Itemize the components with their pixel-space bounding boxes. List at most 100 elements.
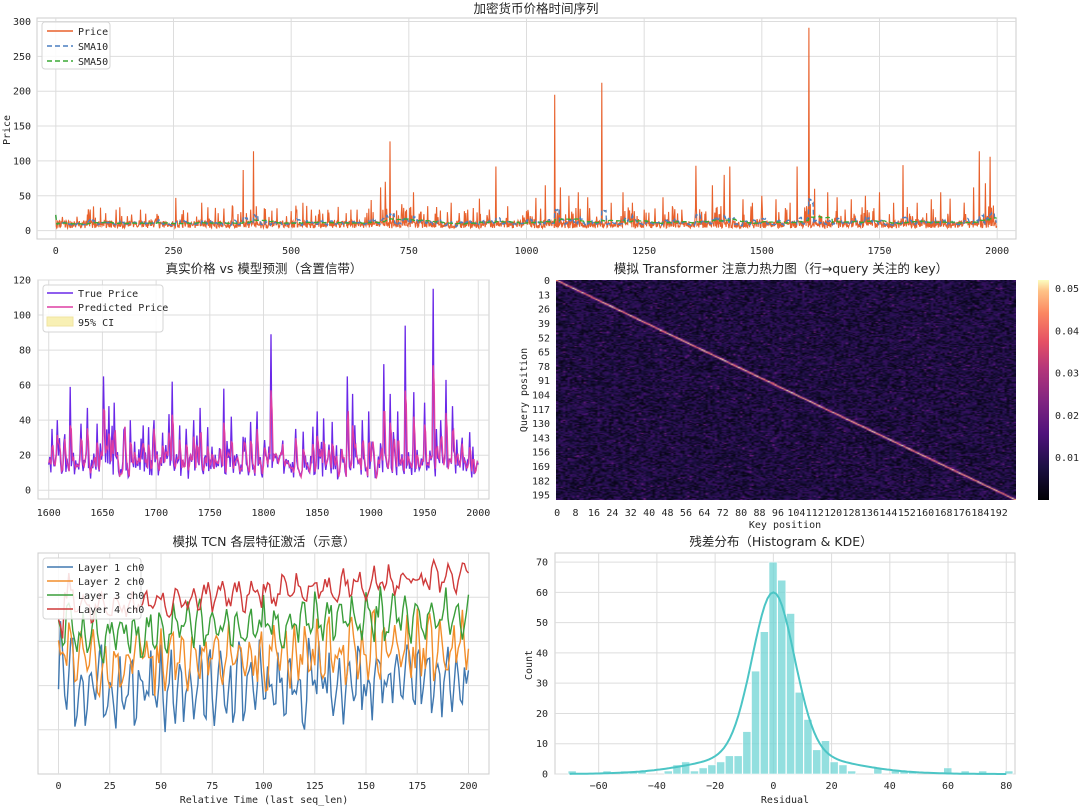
histogram-bar — [724, 755, 734, 775]
price-y-tick: 200 — [13, 87, 31, 98]
residual-x-tick: −40 — [648, 781, 666, 792]
attention-y-tick: 143 — [532, 433, 550, 444]
colorbar-ticks: 0.01 0.02 0.03 0.04 0.05 — [1055, 284, 1079, 464]
prediction-x-tick: 1700 — [144, 508, 168, 519]
price-x-tick: 1000 — [514, 246, 538, 257]
price-chart: 加密货币价格时间序列 Price 0 250 500 750 1000 1250… — [2, 1, 1017, 257]
colorbar-tick: 0.05 — [1055, 284, 1079, 295]
residual-x-tick: 0 — [770, 781, 776, 792]
layer3-legend-label: Layer 3 ch0 — [78, 591, 144, 602]
prediction-x-ticks: 1600 1650 1700 1750 1800 1850 1900 1950 … — [37, 508, 491, 519]
attention-x-tick: 152 — [898, 508, 916, 519]
price-x-tick: 750 — [400, 246, 418, 257]
residual-y-tick: 30 — [536, 679, 548, 690]
tcn-x-ticks: 0 25 50 75 100 125 150 175 200 — [55, 781, 477, 792]
attention-y-tick: 104 — [532, 390, 550, 401]
price-y-tick: 50 — [19, 191, 31, 202]
price-series-line — [55, 27, 998, 231]
residual-x-tick: −60 — [590, 781, 608, 792]
attention-x-tick: 120 — [824, 508, 842, 519]
histogram-bar — [768, 561, 778, 775]
attention-x-tick: 16 — [588, 508, 600, 519]
attention-x-tick: 56 — [680, 508, 692, 519]
attention-y-tick: 117 — [532, 405, 550, 416]
price-x-tick: 250 — [164, 246, 182, 257]
attention-x-label: Key position — [749, 520, 821, 531]
price-y-tick: 100 — [13, 156, 31, 167]
attention-chart-title: 模拟 Transformer 注意力热力图（行→query 关注的 key） — [614, 261, 948, 276]
attention-x-tick: 192 — [990, 508, 1008, 519]
attention-y-tick: 156 — [532, 448, 550, 459]
prediction-x-tick: 1950 — [413, 508, 437, 519]
histogram-bar — [829, 761, 839, 775]
price-y-tick: 250 — [13, 52, 31, 63]
prediction-y-tick: 40 — [19, 416, 31, 427]
tcn-x-tick: 0 — [55, 781, 61, 792]
price-legend: Price SMA10 SMA50 — [41, 21, 111, 70]
residual-bars — [567, 561, 1014, 775]
layer4-legend-label: Layer 4 ch0 — [78, 605, 144, 616]
sma10-legend-label: SMA10 — [78, 42, 108, 53]
attention-x-tick: 24 — [606, 508, 618, 519]
attention-y-tick: 182 — [532, 476, 550, 487]
true-price-legend-label: True Price — [78, 289, 138, 300]
price-y-label: Price — [2, 115, 13, 145]
histogram-bar — [821, 740, 830, 775]
attention-y-tick: 52 — [538, 333, 550, 344]
attention-x-tick: 168 — [935, 508, 953, 519]
price-legend-box — [41, 21, 111, 70]
residual-y-tick: 50 — [536, 618, 548, 629]
residual-x-tick: 20 — [826, 781, 838, 792]
residual-x-tick: −20 — [706, 781, 724, 792]
residual-x-ticks: −60 −40 −20 0 20 40 60 80 — [590, 781, 1013, 792]
tcn-x-tick: 150 — [357, 781, 375, 792]
prediction-x-tick: 1750 — [198, 508, 222, 519]
histogram-bar — [786, 613, 795, 775]
attention-x-tick: 40 — [643, 508, 655, 519]
histogram-bar — [733, 755, 743, 775]
prediction-x-tick: 1800 — [251, 508, 275, 519]
attention-x-tick: 176 — [953, 508, 971, 519]
price-y-ticks: 0 50 100 150 200 250 300 — [13, 17, 31, 237]
colorbar-tick: 0.01 — [1055, 453, 1079, 464]
prediction-legend: True Price Predicted Price 95% CI — [42, 284, 168, 333]
attention-y-tick: 195 — [532, 491, 550, 502]
tcn-x-tick: 25 — [104, 781, 116, 792]
attention-y-tick: 78 — [538, 362, 550, 373]
price-y-tick: 300 — [13, 17, 31, 28]
prediction-y-tick: 80 — [19, 346, 31, 357]
price-x-tick: 1250 — [632, 246, 656, 257]
attention-heatmap-image — [556, 280, 1016, 500]
histogram-bar — [847, 770, 856, 775]
price-x-tick: 0 — [53, 246, 59, 257]
histogram-bar — [742, 731, 752, 775]
price-chart-title: 加密货币价格时间序列 — [473, 1, 598, 16]
tcn-layer-line — [57, 621, 470, 733]
tcn-x-tick: 75 — [206, 781, 218, 792]
histogram-bar — [803, 719, 813, 775]
tcn-x-tick: 100 — [254, 781, 272, 792]
colorbar-tick: 0.02 — [1055, 411, 1079, 422]
histogram-bar — [672, 764, 682, 775]
tcn-legend-box — [42, 557, 142, 620]
histogram-bar — [707, 764, 717, 775]
tcn-x-tick: 200 — [459, 781, 477, 792]
tcn-activation-chart: 模拟 TCN 各层特征激活（示意） Relative Time (last se… — [37, 534, 490, 806]
attention-x-tick: 88 — [754, 508, 766, 519]
residual-y-ticks: 0 10 20 30 40 50 60 70 — [536, 558, 548, 781]
prediction-y-tick: 0 — [25, 486, 31, 497]
histogram-bar — [838, 764, 848, 775]
residual-y-tick: 0 — [542, 770, 548, 781]
residual-y-tick: 10 — [536, 739, 548, 750]
attention-x-tick: 112 — [806, 508, 824, 519]
residual-x-tick: 40 — [884, 781, 896, 792]
predicted-price-line — [48, 365, 479, 480]
attention-x-tick: 0 — [554, 508, 560, 519]
colorbar-gradient — [1038, 280, 1049, 500]
histogram-bar — [1004, 770, 1014, 775]
attention-x-tick: 32 — [625, 508, 637, 519]
attention-y-tick: 65 — [538, 348, 550, 359]
residual-x-tick: 80 — [1000, 781, 1012, 792]
attention-heatmap-raster — [556, 280, 1016, 500]
histogram-bar — [698, 767, 708, 775]
